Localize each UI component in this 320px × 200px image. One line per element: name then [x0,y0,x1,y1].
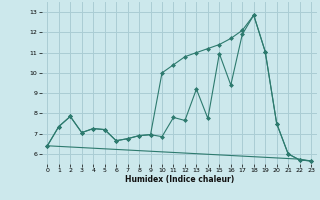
X-axis label: Humidex (Indice chaleur): Humidex (Indice chaleur) [124,175,234,184]
